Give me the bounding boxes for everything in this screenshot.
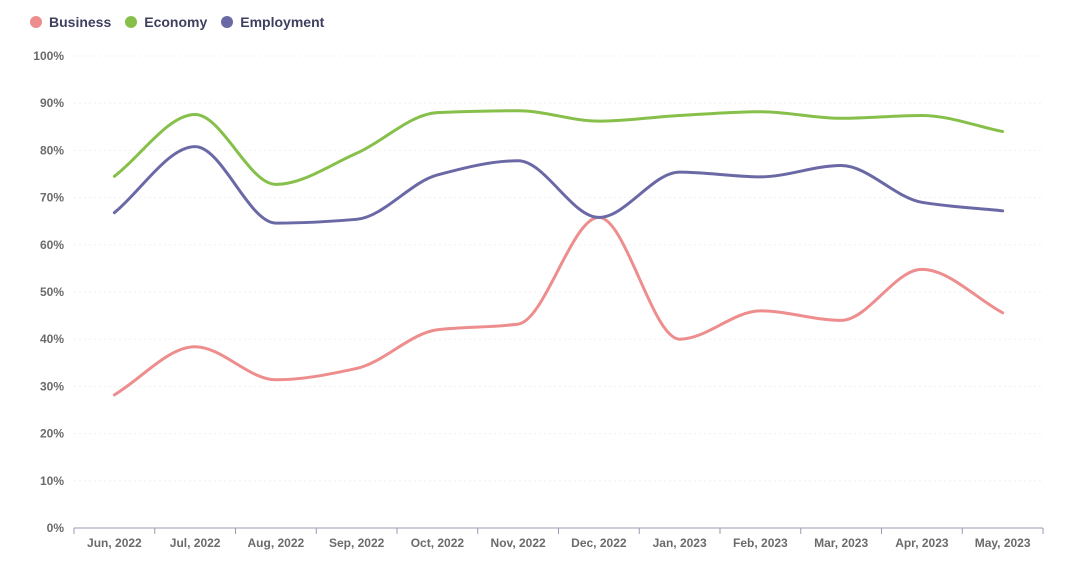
data-point-business[interactable] [756, 307, 764, 315]
y-tick-label: 10% [40, 474, 64, 488]
tick-labels: 0% 10% 20% 30% 40% 50% 60% 70% 80% 90% 100% Jun, 20… [33, 49, 1031, 550]
legend-dot-employment [221, 16, 234, 28]
data-point-employment[interactable] [191, 143, 199, 151]
data-point-business[interactable] [918, 265, 926, 273]
legend-label-economy: Economy [144, 14, 208, 30]
data-point-employment[interactable] [353, 215, 361, 223]
series-line-business[interactable] [112, 215, 1005, 397]
legend-item-economy[interactable]: Economy [125, 14, 207, 30]
legend-dot-economy [125, 16, 138, 28]
y-tick-label: 30% [40, 379, 64, 393]
y-tick-label: 90% [40, 96, 64, 110]
data-point-business[interactable] [272, 376, 280, 384]
data-point-employment[interactable] [676, 168, 684, 176]
data-point-economy[interactable] [999, 128, 1007, 136]
data-point-employment[interactable] [514, 157, 522, 165]
data-point-economy[interactable] [433, 109, 441, 117]
x-tick-label: Dec, 2022 [571, 536, 627, 550]
data-point-employment[interactable] [595, 213, 603, 221]
data-point-employment[interactable] [433, 171, 441, 179]
data-point-employment[interactable] [918, 198, 926, 206]
data-point-economy[interactable] [676, 111, 684, 119]
data-point-business[interactable] [676, 335, 684, 343]
legend-label-business: Business [49, 14, 112, 30]
data-point-employment[interactable] [999, 207, 1007, 215]
y-tick-label: 50% [40, 285, 64, 299]
x-tick-label: Feb, 2023 [733, 536, 788, 550]
y-tick-label: 60% [40, 238, 64, 252]
data-point-economy[interactable] [514, 107, 522, 115]
data-point-economy[interactable] [756, 108, 764, 116]
data-point-business[interactable] [514, 320, 522, 328]
axes [73, 527, 1044, 534]
y-tick-label: 70% [40, 191, 64, 205]
x-tick-label: Jun, 2022 [87, 536, 142, 550]
data-point-business[interactable] [433, 326, 441, 334]
x-tick-label: Apr, 2023 [895, 536, 949, 550]
series-line-employment[interactable] [112, 145, 1005, 225]
data-point-employment[interactable] [756, 173, 764, 181]
y-tick-label: 80% [40, 143, 64, 157]
x-tick-label: Sep, 2022 [329, 536, 385, 550]
x-tick-label: Aug, 2022 [248, 536, 305, 550]
data-point-business[interactable] [353, 364, 361, 372]
x-tick-label: Jul, 2022 [170, 536, 221, 550]
series-lines [110, 107, 1007, 399]
data-point-employment[interactable] [837, 162, 845, 170]
x-tick-label: Nov, 2022 [491, 536, 546, 550]
x-tick-label: May, 2023 [975, 536, 1031, 550]
legend-item-business[interactable]: Business [30, 14, 111, 30]
data-point-economy[interactable] [595, 117, 603, 125]
legend-label-employment: Employment [240, 14, 325, 30]
data-point-employment[interactable] [272, 219, 280, 227]
y-tick-label: 0% [47, 521, 65, 535]
data-point-business[interactable] [191, 343, 199, 351]
x-tick-label: Mar, 2023 [814, 536, 868, 550]
data-point-business[interactable] [999, 309, 1007, 317]
legend-dot-business [30, 16, 42, 28]
chart-legend: Business Economy Employment [30, 14, 324, 30]
data-point-business[interactable] [110, 391, 118, 399]
legend-item-employment[interactable]: Employment [221, 14, 324, 30]
series-line-economy[interactable] [112, 109, 1005, 186]
y-tick-label: 100% [33, 49, 64, 63]
data-point-economy[interactable] [110, 172, 118, 180]
data-point-economy[interactable] [353, 149, 361, 157]
x-tick-label: Jan, 2023 [653, 536, 707, 550]
data-point-economy[interactable] [191, 111, 199, 119]
data-point-economy[interactable] [918, 111, 926, 119]
y-tick-label: 40% [40, 332, 64, 346]
y-tick-label: 20% [40, 427, 64, 441]
data-point-employment[interactable] [110, 209, 118, 217]
data-point-economy[interactable] [837, 114, 845, 122]
data-point-business[interactable] [837, 316, 845, 324]
x-tick-label: Oct, 2022 [411, 536, 465, 550]
data-point-economy[interactable] [272, 180, 280, 188]
